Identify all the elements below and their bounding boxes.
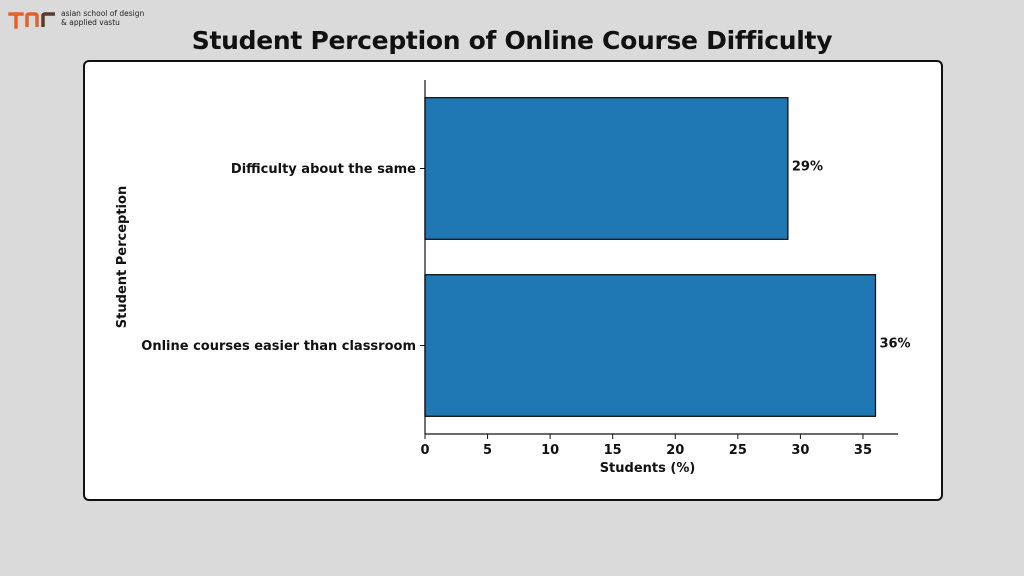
- chart-card: Online courses easier than classroom 36% D…: [83, 60, 943, 501]
- brand-line-1: asian school of design: [61, 9, 145, 18]
- x-tick-label-1: 0: [420, 443, 429, 458]
- x-axis-title: Students (%): [600, 461, 696, 476]
- x-tick-label-4: 15: [604, 443, 622, 458]
- y-axis-title: Student Perception: [115, 186, 130, 328]
- bar-2: [424, 97, 789, 240]
- brand-name: asian school of design & applied vastu: [61, 9, 144, 27]
- page-title: Student Perception of Online Course Diff…: [191, 26, 833, 55]
- x-tick-label-3: 10: [541, 443, 559, 458]
- y-tick-label-2: Difficulty about the same: [231, 162, 416, 177]
- x-tick-label-5: 20: [666, 443, 684, 458]
- x-tick-label-8: 35: [854, 443, 872, 458]
- bar-1: [424, 274, 877, 417]
- data-label-1: 36%: [879, 337, 910, 352]
- bar-chart: Online courses easier than classroom 36% D…: [115, 80, 911, 476]
- x-tick-label-7: 30: [791, 443, 809, 458]
- y-tick-label-1: Online courses easier than classroom: [141, 339, 416, 354]
- x-tick-label-2: 5: [483, 443, 492, 458]
- brand-logo: asian school of design & applied vastu: [8, 8, 144, 30]
- brand-logo-icon: [8, 12, 55, 29]
- data-label-2: 29%: [792, 160, 823, 175]
- brand-line-2: & applied vastu: [61, 18, 120, 27]
- x-tick-label-6: 25: [729, 443, 747, 458]
